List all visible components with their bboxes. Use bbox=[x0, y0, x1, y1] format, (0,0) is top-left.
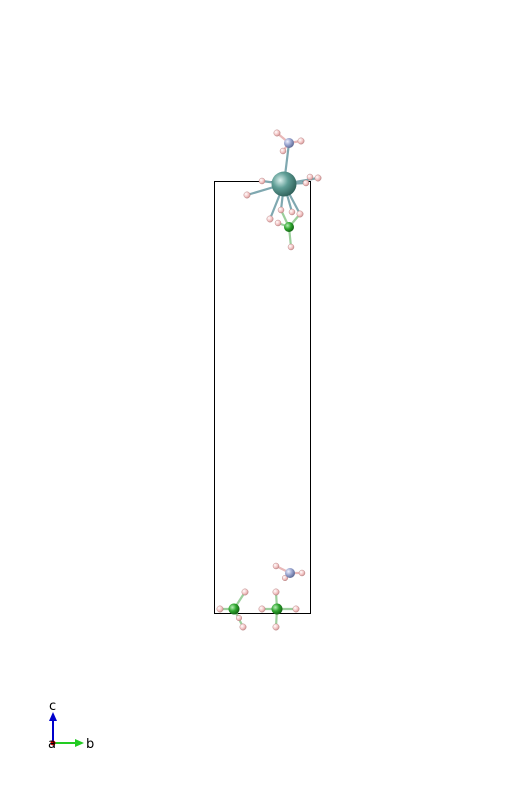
top-hydrogens bbox=[243, 129, 322, 251]
top-molecular-cluster bbox=[243, 129, 322, 251]
boron-atom bbox=[284, 222, 294, 232]
unit-cell bbox=[214, 181, 311, 614]
nitrogen-atom bbox=[284, 138, 294, 148]
boron-atom bbox=[271, 603, 283, 615]
c-axis-label: c bbox=[49, 699, 56, 714]
b-axis-label: b bbox=[86, 737, 94, 752]
a-axis-label: a bbox=[48, 737, 56, 752]
boron-atom bbox=[228, 603, 240, 615]
bottom-hydrogens bbox=[216, 562, 306, 631]
axis-indicator: c a b bbox=[48, 699, 94, 752]
metal-atom bbox=[271, 171, 297, 197]
bottom-molecular-cluster bbox=[216, 562, 306, 631]
c-arrow-head bbox=[49, 712, 57, 721]
nitrogen-atom bbox=[285, 568, 295, 578]
b-arrow-head bbox=[75, 739, 84, 747]
a-axis-dot bbox=[50, 740, 56, 746]
